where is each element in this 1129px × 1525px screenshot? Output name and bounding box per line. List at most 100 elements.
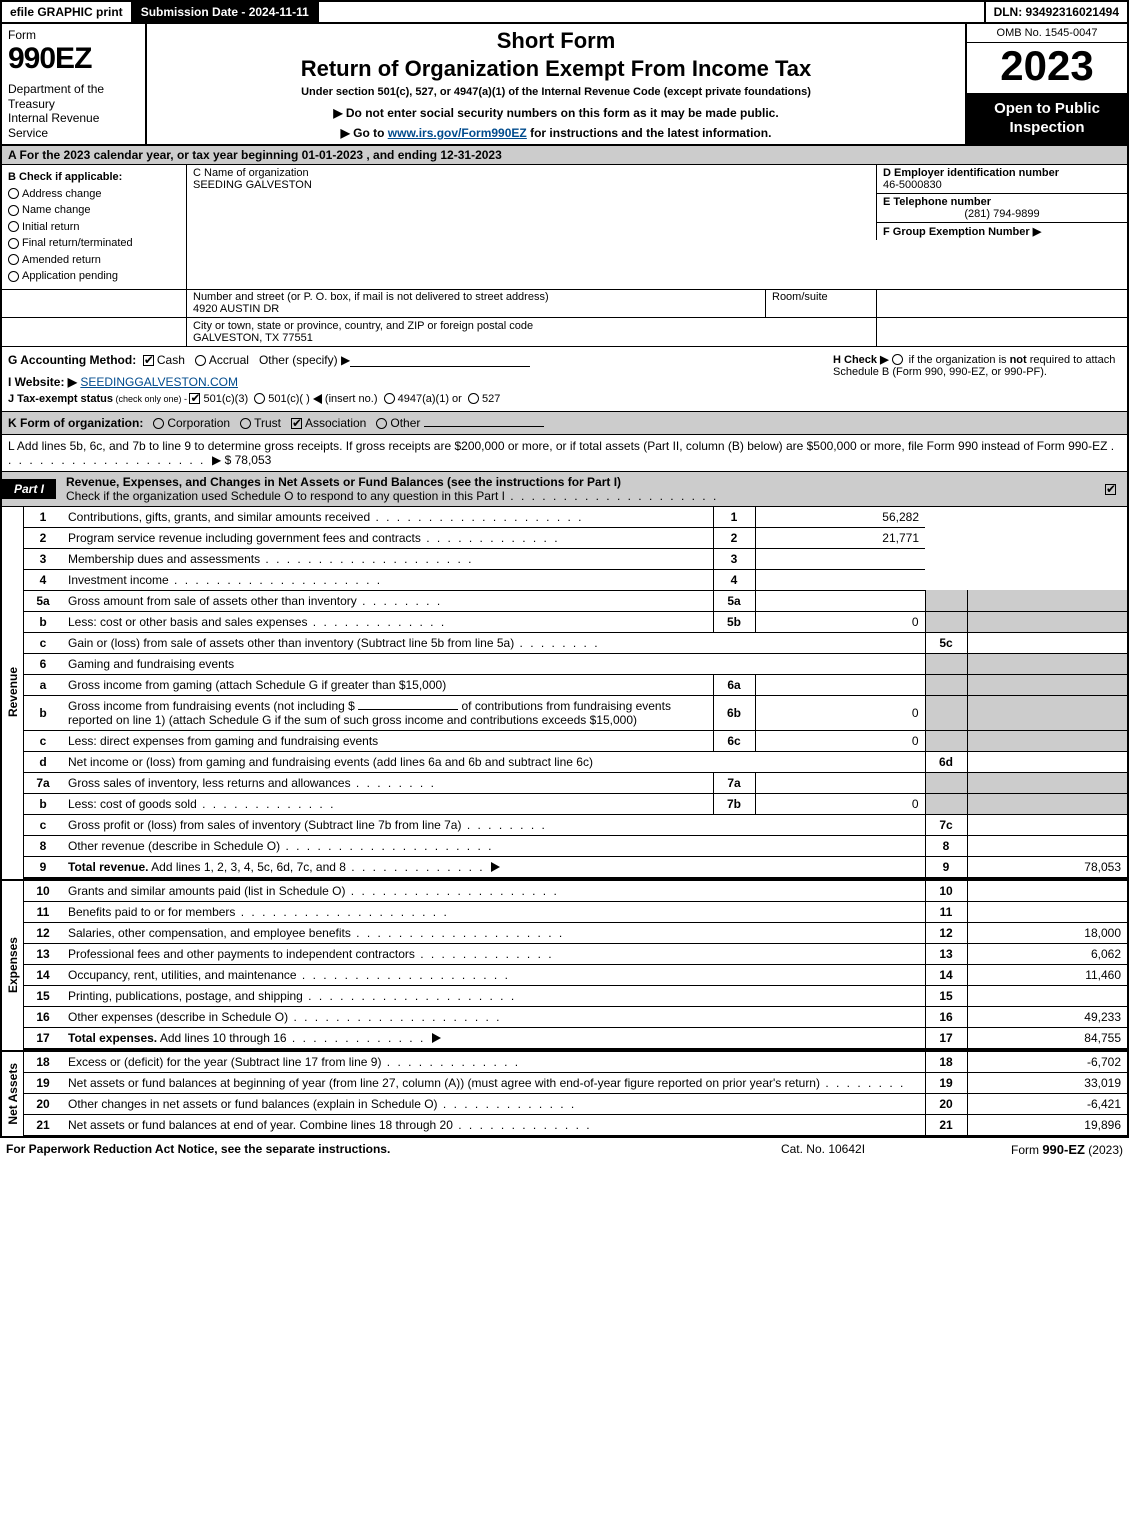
link-pre: ▶ Go to [341, 126, 388, 140]
room-cell: Room/suite [766, 289, 876, 317]
line-14: 14Occupancy, rent, utilities, and mainte… [24, 964, 1127, 985]
ssn-warning: ▶ Do not enter social security numbers o… [155, 106, 957, 120]
website-link[interactable]: SEEDINGGALVESTON.COM [80, 375, 238, 389]
part1-title: Revenue, Expenses, and Changes in Net As… [66, 472, 1105, 506]
check-h[interactable] [892, 354, 903, 365]
line-g: G Accounting Method: Cash Accrual Other … [8, 353, 821, 367]
line-5a: 5aGross amount from sale of assets other… [24, 590, 1127, 611]
check-accrual[interactable] [195, 355, 206, 366]
check-trust[interactable] [240, 418, 251, 429]
line-21: 21Net assets or fund balances at end of … [24, 1114, 1127, 1135]
city-cell: City or town, state or province, country… [187, 318, 877, 346]
efile-label: efile GRAPHIC print [2, 2, 133, 22]
line-20: 20Other changes in net assets or fund ba… [24, 1093, 1127, 1114]
check-amended-return[interactable]: Amended return [8, 252, 180, 269]
page-footer: For Paperwork Reduction Act Notice, see … [0, 1138, 1129, 1161]
header-right: OMB No. 1545-0047 2023 Open to Public In… [967, 24, 1127, 144]
tax-year: 2023 [967, 43, 1127, 94]
box-b: B Check if applicable: Address change Na… [2, 165, 187, 289]
dln: DLN: 93492316021494 [984, 2, 1127, 22]
form-word: Form [8, 28, 139, 42]
header-left: Form 990EZ Department of the Treasury In… [2, 24, 147, 144]
line-5b: bLess: cost or other basis and sales exp… [24, 611, 1127, 632]
box-b-head: B Check if applicable: [8, 171, 122, 183]
line-3: 3Membership dues and assessments3 [24, 548, 1127, 569]
check-final-return[interactable]: Final return/terminated [8, 235, 180, 252]
header-center: Short Form Return of Organization Exempt… [147, 24, 967, 144]
entity-block: B Check if applicable: Address change Na… [0, 165, 1129, 290]
line-16: 16Other expenses (describe in Schedule O… [24, 1006, 1127, 1027]
instructions-link-line: ▶ Go to www.irs.gov/Form990EZ for instru… [155, 126, 957, 140]
top-bar: efile GRAPHIC print Submission Date - 20… [0, 0, 1129, 24]
net-assets-side-label: Net Assets [2, 1052, 24, 1136]
form-ref: Form 990-EZ (2023) [923, 1142, 1123, 1157]
line-2: 2Program service revenue including gover… [24, 527, 1127, 548]
check-527[interactable] [468, 393, 479, 404]
part1-check[interactable] [1105, 482, 1127, 496]
box-f-group: F Group Exemption Number ▶ [877, 223, 1127, 240]
form-number: 990EZ [8, 42, 139, 76]
form-header: Form 990EZ Department of the Treasury In… [0, 24, 1129, 146]
line-17: 17Total expenses. Add lines 10 through 1… [24, 1027, 1127, 1049]
line-h: H Check ▶ if the organization is not req… [827, 347, 1127, 411]
org-name-cell: C Name of organization SEEDING GALVESTON [187, 165, 877, 240]
open-to-public: Open to Public Inspection [967, 94, 1127, 144]
irs-link[interactable]: www.irs.gov/Form990EZ [388, 126, 527, 140]
omb-number: OMB No. 1545-0047 [967, 24, 1127, 43]
line-6b: bGross income from fundraising events (n… [24, 695, 1127, 730]
check-initial-return[interactable]: Initial return [8, 219, 180, 236]
check-501c3[interactable] [189, 393, 200, 404]
box-e-phone: E Telephone number (281) 794-9899 [877, 194, 1127, 223]
line-5c: cGain or (loss) from sale of assets othe… [24, 632, 1127, 653]
check-4947[interactable] [384, 393, 395, 404]
net-assets-section: Net Assets 18Excess or (deficit) for the… [0, 1052, 1129, 1138]
line-k: K Form of organization: Corporation Trus… [0, 412, 1129, 435]
line-18: 18Excess or (deficit) for the year (Subt… [24, 1052, 1127, 1073]
box-def: D Employer identification number 46-5000… [877, 165, 1127, 240]
check-corp[interactable] [153, 418, 164, 429]
paperwork-notice: For Paperwork Reduction Act Notice, see … [6, 1142, 723, 1157]
line-15: 15Printing, publications, postage, and s… [24, 985, 1127, 1006]
line-6d: dNet income or (loss) from gaming and fu… [24, 751, 1127, 772]
line-a-tax-year: A For the 2023 calendar year, or tax yea… [0, 146, 1129, 165]
line-13: 13Professional fees and other payments t… [24, 943, 1127, 964]
check-application-pending[interactable]: Application pending [8, 268, 180, 285]
line-11: 11Benefits paid to or for members11 [24, 901, 1127, 922]
line-12: 12Salaries, other compensation, and empl… [24, 922, 1127, 943]
line-6a: aGross income from gaming (attach Schedu… [24, 674, 1127, 695]
short-form-label: Short Form [155, 28, 957, 54]
line-l: L Add lines 5b, 6c, and 7b to line 9 to … [0, 435, 1129, 472]
link-post: for instructions and the latest informat… [527, 126, 772, 140]
line-7b: bLess: cost of goods sold7b0 [24, 793, 1127, 814]
line-6c: cLess: direct expenses from gaming and f… [24, 730, 1127, 751]
box-c: C Name of organization SEEDING GALVESTON… [187, 165, 1127, 289]
check-assoc[interactable] [291, 418, 302, 429]
street-cell: Number and street (or P. O. box, if mail… [187, 289, 766, 317]
check-address-change[interactable]: Address change [8, 186, 180, 203]
check-501c[interactable] [254, 393, 265, 404]
form-title: Return of Organization Exempt From Incom… [155, 56, 957, 82]
revenue-side-label: Revenue [2, 507, 24, 879]
line-7c: cGross profit or (loss) from sales of in… [24, 814, 1127, 835]
revenue-section: Revenue 1Contributions, gifts, grants, a… [0, 507, 1129, 881]
line-8: 8Other revenue (describe in Schedule O)8 [24, 835, 1127, 856]
line-7a: 7aGross sales of inventory, less returns… [24, 772, 1127, 793]
cat-no: Cat. No. 10642I [723, 1142, 923, 1157]
check-name-change[interactable]: Name change [8, 202, 180, 219]
line-10: 10Grants and similar amounts paid (list … [24, 881, 1127, 902]
ghij-block: G Accounting Method: Cash Accrual Other … [0, 347, 1129, 412]
line-4: 4Investment income4 [24, 569, 1127, 590]
line-j: J Tax-exempt status (check only one) - 5… [8, 393, 821, 405]
line-i: I Website: ▶ SEEDINGGALVESTON.COM [8, 375, 821, 389]
form-subtitle: Under section 501(c), 527, or 4947(a)(1)… [155, 86, 957, 98]
expenses-section: Expenses 10Grants and similar amounts pa… [0, 881, 1129, 1052]
line-19: 19Net assets or fund balances at beginni… [24, 1072, 1127, 1093]
box-d-ein: D Employer identification number 46-5000… [877, 165, 1127, 194]
part1-tab: Part I [2, 479, 56, 499]
submission-date: Submission Date - 2024-11-11 [133, 2, 319, 22]
check-other-org[interactable] [376, 418, 387, 429]
line-6: 6Gaming and fundraising events [24, 653, 1127, 674]
expenses-side-label: Expenses [2, 881, 24, 1050]
line-9: 9Total revenue. Total revenue. Add lines… [24, 856, 1127, 878]
check-cash[interactable] [143, 355, 154, 366]
